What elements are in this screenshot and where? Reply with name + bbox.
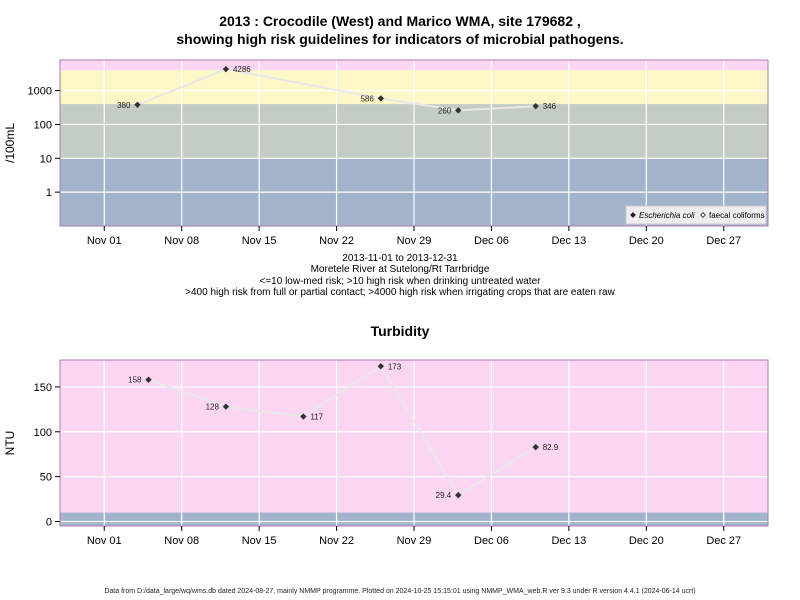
caption-risk-drinking: <=10 low-med risk; >10 high risk when dr… xyxy=(259,276,541,287)
microbial-chart: 1 10 100 1000 Nov 01 Nov 08 Nov 15 Nov 22 Nov 29… xyxy=(3,59,769,247)
x-tick-label: Nov 08 xyxy=(164,235,199,247)
legend-marker xyxy=(630,212,636,218)
x-tick-label: Dec 13 xyxy=(551,535,586,547)
legend-label: Escherichia coli xyxy=(639,211,695,220)
x-tick-label: Nov 01 xyxy=(87,535,122,547)
data-point xyxy=(532,443,539,451)
x-tick-label: Nov 22 xyxy=(319,235,354,247)
x-tick-label: Nov 29 xyxy=(397,535,432,547)
x-tick-label: Nov 22 xyxy=(319,535,354,547)
y-tick-label: 1000 xyxy=(28,86,52,98)
data-label: 29.4 xyxy=(436,491,452,500)
data-point xyxy=(377,95,385,102)
y-tick-label: 150 xyxy=(34,382,52,394)
legend-marker xyxy=(700,212,706,218)
x-tick-label: Nov 08 xyxy=(164,535,199,547)
data-label: 380 xyxy=(117,101,131,110)
data-point xyxy=(455,491,462,499)
y-tick-label: 1 xyxy=(46,187,52,199)
data-point xyxy=(300,413,307,420)
data-point xyxy=(377,363,385,370)
caption-site: Moretele River at Sutelong/Rt Tarrbridge xyxy=(310,264,490,275)
x-tick-label: Dec 27 xyxy=(706,235,741,247)
legend-box xyxy=(625,205,767,225)
series-line xyxy=(148,364,537,497)
y-tick-label: 10 xyxy=(40,153,52,165)
caption-date-range: 2013-11-01 to 2013-12-31 xyxy=(342,253,458,264)
x-tick-label: Dec 06 xyxy=(474,535,509,547)
data-label: 260 xyxy=(438,106,452,115)
data-label: 173 xyxy=(388,362,402,371)
data-point xyxy=(145,376,152,383)
legend-label: faecal coliforms xyxy=(709,211,765,220)
chart-title-line-2: showing high risk guidelines for indicat… xyxy=(176,31,624,47)
x-tick-label: Nov 15 xyxy=(242,535,277,547)
data-point xyxy=(455,107,462,114)
data-point xyxy=(134,101,141,109)
y-axis-label: /100mL xyxy=(3,123,17,163)
caption-risk-contact: >400 high risk from full or partial cont… xyxy=(185,287,615,298)
y-tick-label: 100 xyxy=(34,427,52,439)
data-point xyxy=(532,102,539,110)
data-point xyxy=(222,65,230,73)
data-label: 117 xyxy=(310,413,323,422)
data-label: 158 xyxy=(128,376,142,385)
turbidity-title: Turbidity xyxy=(370,323,430,339)
y-axis-label: NTU xyxy=(3,431,17,456)
data-label: 4286 xyxy=(233,65,251,74)
footer-note: Data from D:/data_large/wq/wms.db dated … xyxy=(104,588,696,595)
data-label: 346 xyxy=(543,102,557,111)
chart-title-line-1: 2013 : Crocodile (West) and Marico WMA, … xyxy=(219,13,581,29)
x-tick-label: Dec 06 xyxy=(474,235,509,247)
y-tick-label: 0 xyxy=(46,517,52,529)
x-tick-label: Nov 01 xyxy=(87,235,122,247)
x-tick-label: Dec 27 xyxy=(706,535,741,547)
x-tick-label: Nov 29 xyxy=(397,235,432,247)
x-tick-label: Dec 20 xyxy=(629,535,664,547)
data-point xyxy=(222,403,230,410)
y-tick-label: 50 xyxy=(40,472,52,484)
x-tick-label: Dec 13 xyxy=(551,235,586,247)
x-tick-label: Nov 15 xyxy=(242,235,277,247)
data-label: 128 xyxy=(206,403,220,412)
data-label: 586 xyxy=(360,94,374,103)
data-label: 82.9 xyxy=(543,443,559,452)
turbidity-chart: 0 50 100 150 Nov 01 Nov 08 Nov 15 Nov 22 Nov 29 D… xyxy=(3,359,769,547)
x-tick-label: Dec 20 xyxy=(629,235,664,247)
y-tick-label: 100 xyxy=(34,119,52,131)
